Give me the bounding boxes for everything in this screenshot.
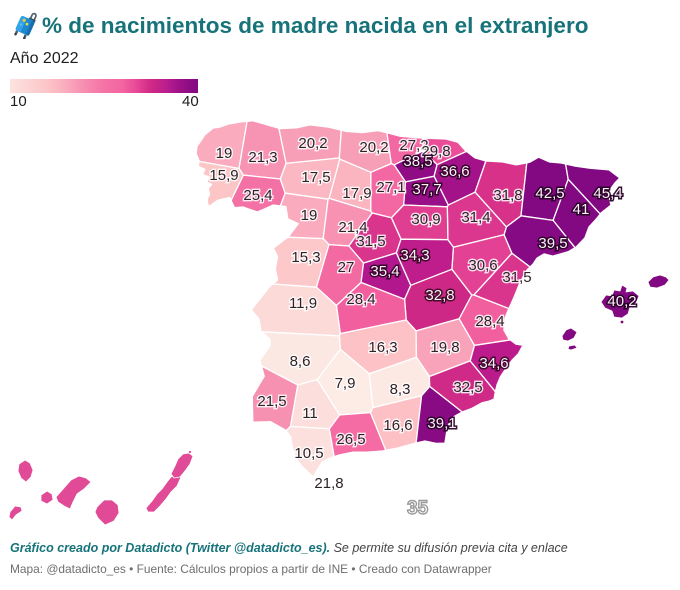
svg-text:39,1: 39,1	[427, 415, 456, 432]
svg-text:17,9: 17,9	[342, 185, 371, 202]
svg-text:15,9: 15,9	[209, 167, 238, 184]
svg-text:31,8: 31,8	[493, 187, 522, 204]
svg-text:21,3: 21,3	[248, 149, 277, 166]
svg-text:32,5: 32,5	[453, 379, 482, 396]
svg-text:34,3: 34,3	[400, 247, 429, 264]
svg-text:35,4: 35,4	[370, 263, 399, 280]
svg-text:34,6: 34,6	[479, 355, 508, 372]
svg-text:8,3: 8,3	[390, 381, 411, 398]
svg-text:26,5: 26,5	[336, 431, 365, 448]
svg-text:41: 41	[573, 201, 590, 218]
svg-text:11,9: 11,9	[289, 295, 317, 312]
svg-text:15,3: 15,3	[291, 249, 320, 266]
svg-text:20,2: 20,2	[359, 139, 388, 156]
svg-text:19: 19	[301, 207, 318, 224]
svg-text:42,5: 42,5	[535, 185, 564, 202]
svg-text:25,4: 25,4	[243, 187, 272, 204]
svg-text:31,4: 31,4	[461, 209, 490, 226]
svg-text:32,8: 32,8	[425, 287, 454, 304]
svg-text:36,6: 36,6	[440, 163, 469, 180]
svg-text:30,9: 30,9	[411, 211, 440, 228]
svg-text:30,6: 30,6	[468, 257, 497, 274]
svg-text:31,5: 31,5	[356, 233, 385, 250]
svg-text:21,4: 21,4	[338, 219, 367, 236]
svg-text:16,3: 16,3	[368, 339, 397, 356]
svg-text:31,5: 31,5	[502, 269, 531, 286]
svg-text:40,2: 40,2	[607, 293, 636, 310]
svg-text:16,6: 16,6	[383, 417, 412, 434]
svg-text:39,5: 39,5	[538, 235, 567, 252]
svg-text:17,5: 17,5	[301, 169, 330, 186]
svg-text:27: 27	[338, 259, 355, 276]
svg-text:27,2: 27,2	[399, 137, 428, 154]
svg-text:11: 11	[302, 405, 318, 422]
svg-text:7,9: 7,9	[335, 375, 356, 392]
svg-text:19: 19	[216, 145, 233, 162]
svg-text:21,5: 21,5	[257, 393, 286, 410]
svg-text:21,8: 21,8	[314, 475, 343, 492]
svg-text:8,6: 8,6	[290, 353, 311, 370]
svg-text:28,4: 28,4	[346, 291, 375, 308]
svg-text:29,8: 29,8	[421, 143, 450, 160]
svg-text:38,5: 38,5	[403, 153, 432, 170]
svg-text:10,5: 10,5	[294, 445, 323, 462]
svg-text:19,8: 19,8	[430, 339, 459, 356]
svg-text:28,4: 28,4	[475, 313, 504, 330]
svg-text:37,7: 37,7	[412, 181, 441, 198]
svg-text:45,4: 45,4	[593, 185, 622, 202]
svg-text:20,2: 20,2	[298, 135, 327, 152]
svg-text:27,1: 27,1	[376, 179, 405, 196]
